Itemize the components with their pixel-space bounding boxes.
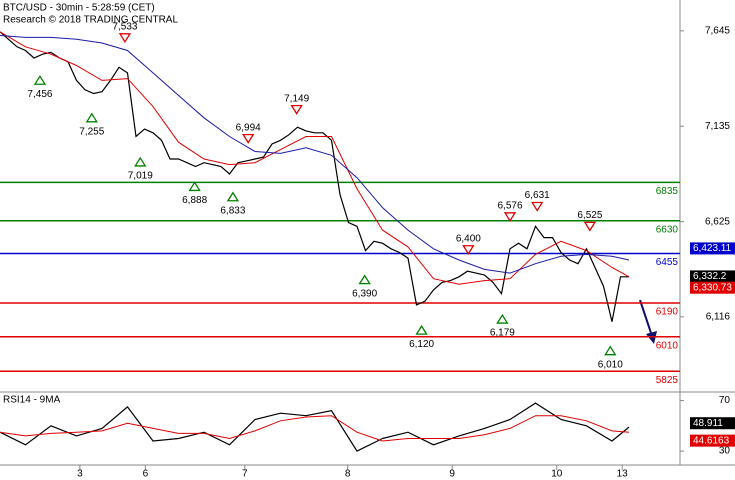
pivot-marker — [604, 345, 617, 356]
pivot-marker — [496, 313, 509, 324]
series-line — [0, 402, 630, 452]
price-tag-label: 6,423.11 — [693, 243, 732, 254]
forecast-arrow — [639, 299, 653, 337]
price-tag — [690, 417, 735, 430]
forecast-arrowhead — [646, 331, 657, 344]
x-tick-label: 7 — [242, 469, 248, 480]
pivot-label: 6,631 — [525, 190, 550, 201]
pivot-marker — [85, 112, 98, 123]
pivot-label: 7,533 — [112, 21, 137, 32]
rsi-title: RSI14 - 9MA — [3, 395, 61, 406]
x-tick-label: 10 — [551, 469, 563, 480]
level-label: 6835 — [656, 186, 679, 197]
pivot-marker — [118, 33, 132, 44]
pivot-label: 6,390 — [352, 288, 377, 299]
pivot-label: 7,255 — [79, 126, 104, 137]
price-tag-label: 6,330.73 — [693, 282, 732, 293]
series-line — [0, 415, 630, 442]
price-tag — [690, 281, 735, 294]
pivot-marker — [531, 201, 544, 212]
pivot-marker — [583, 221, 597, 232]
chart-title: BTC/USD - 30min - 5:28:59 (CET) — [3, 3, 155, 14]
pivot-label: 6,400 — [456, 233, 481, 244]
pivot-marker — [134, 156, 147, 167]
x-tick-label: 9 — [449, 469, 455, 480]
pivot-marker — [188, 181, 201, 192]
level-label: 5825 — [656, 375, 679, 386]
y-tick-label: 30 — [719, 446, 731, 457]
series-line — [0, 35, 630, 274]
price-tag-label: 44.6163 — [693, 435, 730, 446]
pivot-marker — [226, 191, 240, 202]
pivot-marker — [415, 324, 428, 335]
level-label: 6010 — [656, 340, 679, 351]
pivot-label: 6,994 — [236, 122, 261, 133]
price-tag — [690, 242, 735, 255]
x-tick-label: 8 — [345, 469, 351, 480]
pivot-marker — [358, 274, 371, 285]
pivot-label: 7,149 — [284, 93, 309, 104]
pivot-marker — [242, 133, 255, 144]
y-tick-label: 70 — [719, 395, 731, 406]
level-label: 6190 — [656, 307, 679, 318]
y-tick-label: 7,645 — [705, 26, 730, 37]
pivot-label: 6,179 — [490, 328, 515, 339]
level-label: 6455 — [656, 257, 679, 268]
x-tick-label: 13 — [617, 469, 629, 480]
price-tag-label: 48.911 — [693, 418, 723, 429]
pivot-label: 6,576 — [497, 200, 522, 211]
pivot-label: 7,019 — [128, 171, 153, 182]
pivot-label: 6,525 — [577, 210, 602, 221]
y-tick-label: 7,135 — [705, 121, 730, 132]
pivot-marker — [290, 104, 303, 115]
pivot-marker — [462, 245, 475, 255]
chart-subtitle: Research © 2018 TRADING CENTRAL — [3, 15, 178, 26]
price-tag — [690, 434, 735, 447]
series-line — [0, 31, 629, 322]
x-tick-label: 6 — [143, 469, 149, 480]
pivot-label: 6,120 — [409, 339, 434, 350]
price-tag-label: 6,332.2 — [693, 271, 727, 282]
x-tick-label: 3 — [77, 469, 83, 480]
price-tag — [690, 270, 735, 283]
y-tick-label: 6,625 — [705, 216, 730, 227]
series-line — [0, 31, 630, 285]
level-label: 6630 — [656, 224, 679, 235]
pivot-label: 7,456 — [27, 89, 52, 100]
pivot-marker — [33, 74, 47, 85]
pivot-label: 6,010 — [598, 359, 623, 370]
pivot-label: 6,833 — [220, 205, 245, 216]
pivot-label: 6,888 — [182, 195, 207, 206]
pivot-marker — [503, 212, 517, 223]
y-tick-label: 6,116 — [706, 312, 731, 323]
